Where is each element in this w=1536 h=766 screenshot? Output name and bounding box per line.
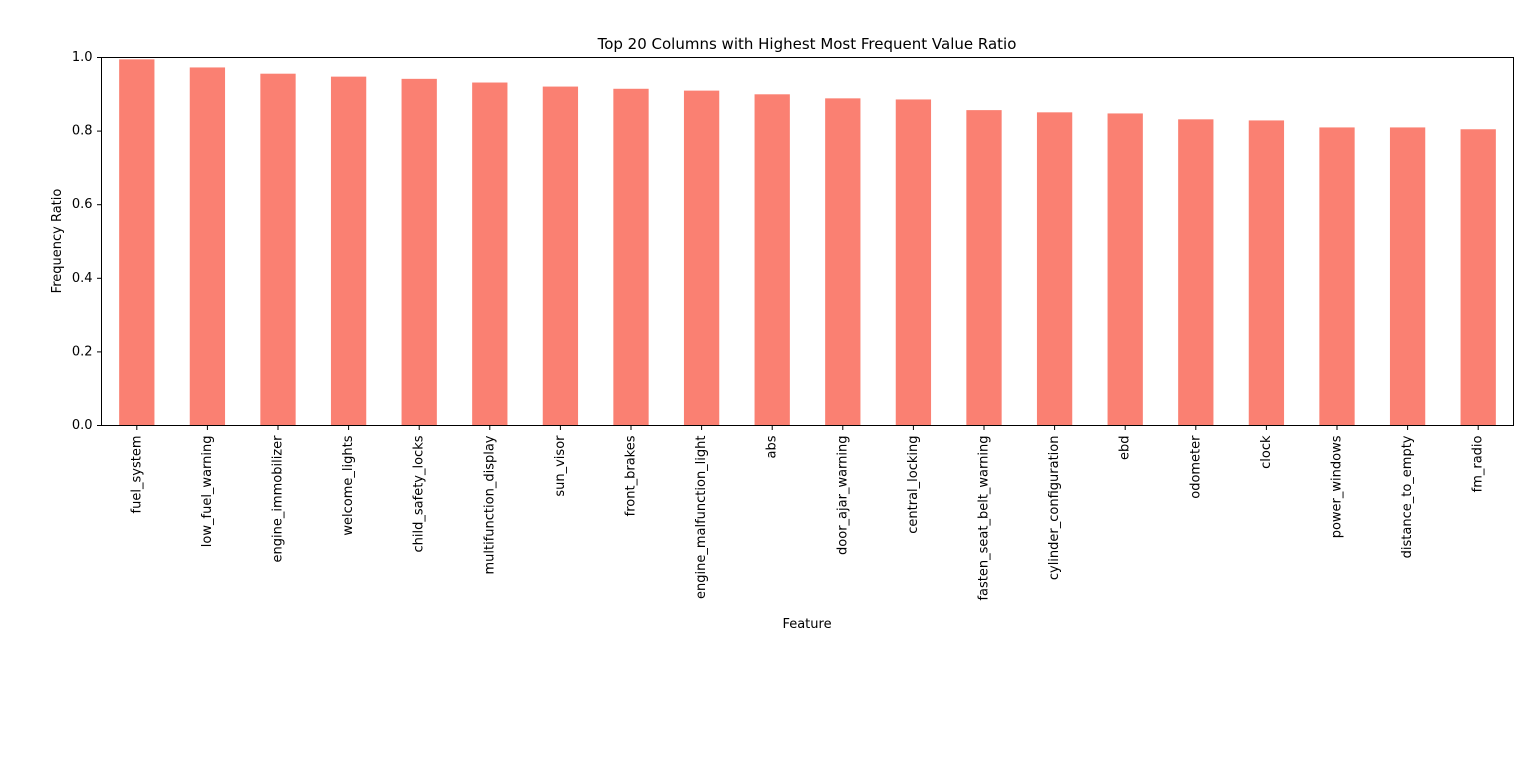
bar-low_fuel_warning [189, 67, 226, 426]
y-tick-label: 0.6 [72, 197, 93, 212]
bar-engine_immobilizer [260, 73, 296, 426]
x-tick-label: engine_immobilizer [271, 435, 286, 563]
plot-frame [101, 57, 1514, 426]
bar-multifunction_display [472, 82, 508, 426]
x-tick-label: odometer [1188, 435, 1203, 499]
bar-cylinder_configuration [1036, 112, 1073, 426]
bar-ebd [1107, 113, 1143, 426]
bar-clock [1248, 120, 1285, 426]
x-tick-label: power_windows [1330, 435, 1345, 538]
x-axis-label: Feature [782, 617, 831, 632]
bar-fm_radio [1460, 129, 1496, 426]
y-tick-label: 0.8 [72, 124, 93, 139]
x-tick-label: sun_visor [553, 435, 568, 497]
bar-child_safety_locks [401, 78, 437, 426]
bar-abs [754, 94, 790, 426]
x-tick-label: engine_malfunction_light [694, 436, 709, 600]
bar-fuel_system [119, 59, 155, 426]
bar-engine_malfunction_light [683, 90, 720, 426]
bar-central_locking [895, 99, 932, 426]
x-tick-label: cylinder_configuration [1047, 436, 1062, 581]
x-tick-label: front_brakes [624, 435, 639, 516]
x-tick-label: central_locking [906, 436, 921, 534]
bar-power_windows [1319, 127, 1355, 426]
x-axis: fuel_system low_fuel_warning engine_immobi… [129, 425, 1486, 601]
x-tick-label: welcome_lights [341, 435, 356, 535]
x-tick-label: distance_to_empty [1400, 435, 1415, 558]
y-axis: 0.0 0.2 0.4 0.6 0.8 1.0 [72, 50, 102, 433]
x-tick-label: abs [765, 435, 780, 458]
x-tick-label: ebd [1118, 436, 1133, 461]
bar-sun_visor [542, 86, 579, 426]
y-tick-label: 0.0 [72, 418, 93, 433]
bars-group [119, 59, 1496, 426]
y-axis-label: Frequency Ratio [50, 189, 65, 294]
x-tick-label: child_safety_locks [412, 435, 427, 552]
y-tick-label: 0.4 [72, 271, 93, 286]
x-tick-label: multifunction_display [482, 435, 497, 574]
x-tick-label: fasten_seat_belt_warning [977, 436, 992, 601]
bar-door_ajar_warning [825, 98, 861, 426]
y-tick-label: 0.2 [72, 344, 93, 359]
bar-odometer [1178, 119, 1214, 426]
x-tick-label: fuel_system [129, 436, 144, 514]
x-tick-label: low_fuel_warning [200, 436, 215, 548]
bar-welcome_lights [330, 76, 367, 426]
y-tick-label: 1.0 [72, 50, 93, 65]
x-tick-label: clock [1259, 435, 1274, 469]
bar-front_brakes [613, 88, 649, 426]
x-tick-label: door_ajar_warning [835, 436, 850, 555]
bar-fasten_seat_belt_warning [966, 110, 1002, 426]
x-tick-label: fm_radio [1471, 435, 1486, 492]
bar-distance_to_empty [1389, 127, 1426, 426]
chart-title: Top 20 Columns with Highest Most Frequen… [597, 35, 1017, 53]
